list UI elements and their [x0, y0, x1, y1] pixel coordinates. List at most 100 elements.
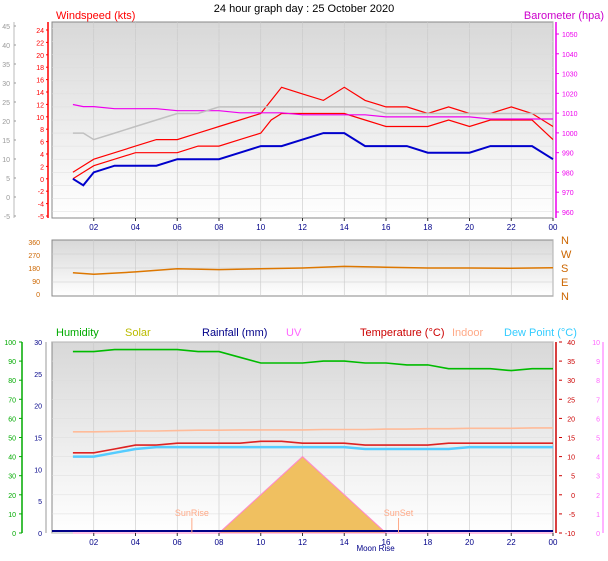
- wind-outer-axis-label-1: 0: [6, 195, 10, 202]
- temp-right-axis-label-8: 30: [567, 378, 575, 385]
- wind-outer-axis-label-9: 40: [2, 43, 10, 50]
- baro-right-axis-label-7: 1030: [562, 72, 578, 79]
- wind-left-axis-label-2: -2: [38, 189, 44, 196]
- temp-x-axis-label-20: 20: [465, 538, 474, 547]
- direction-left-axis-label-2: 180: [28, 266, 40, 273]
- temp-right-axis-label-0: -10: [565, 531, 575, 538]
- wind-left-axis-label-13: 20: [36, 53, 44, 60]
- sunset-label: SunSet: [384, 508, 414, 518]
- uv-axis-label-10: 10: [592, 340, 600, 347]
- uv-axis-label-7: 7: [596, 397, 600, 404]
- temp-inner-left-axis-label-4: 20: [34, 404, 42, 411]
- wind-left-axis-label-8: 10: [36, 115, 44, 122]
- wind-left-axis-label-9: 12: [36, 102, 44, 109]
- wind-left-axis-label-11: 16: [36, 78, 44, 85]
- direction-right-label-4: N: [561, 291, 569, 303]
- temp-right-axis-label-10: 40: [567, 340, 575, 347]
- humidity-axis-label-4: 40: [8, 455, 16, 462]
- wind-outer-axis-label-8: 35: [2, 62, 10, 69]
- baro-right-axis-label-2: 980: [562, 170, 574, 177]
- baro-right-axis-label-9: 1050: [562, 32, 578, 39]
- wind-x-axis-label-06: 06: [173, 223, 182, 232]
- wind-left-axis-label-3: 0: [40, 177, 44, 184]
- uv-axis-label-5: 5: [596, 436, 600, 443]
- direction-right-label-1: W: [561, 249, 572, 261]
- uv-axis-label-8: 8: [596, 378, 600, 385]
- temp-x-axis-label-16: 16: [382, 538, 391, 547]
- wind-left-axis-label-4: 2: [40, 164, 44, 171]
- baro-right-axis-label-4: 1000: [562, 131, 578, 138]
- wind-left-axis-label-1: -4: [38, 202, 44, 209]
- barometer-axis-label: Barometer (hpa): [524, 10, 604, 22]
- uv-axis-label-2: 2: [596, 493, 600, 500]
- temp-right-axis-label-9: 35: [567, 359, 575, 366]
- uv-axis-label-3: 3: [596, 474, 600, 481]
- temp-right-axis-label-5: 15: [567, 436, 575, 443]
- wind-outer-axis-label-10: 45: [2, 24, 10, 31]
- wind-left-axis-label-15: 24: [36, 28, 44, 35]
- uv-axis-label-0: 0: [596, 531, 600, 538]
- wind-x-axis-label-10: 10: [256, 223, 265, 232]
- humidity-axis-label-2: 20: [8, 493, 16, 500]
- temp-x-axis-label-04: 04: [131, 538, 140, 547]
- wind-left-axis-label-0: -5: [38, 214, 44, 221]
- temp-right-axis-label-1: -5: [569, 512, 575, 519]
- temp-x-axis-label-02: 02: [89, 538, 98, 547]
- temp-inner-left-axis-label-5: 25: [34, 372, 42, 379]
- uv-axis-label-1: 1: [596, 512, 600, 519]
- wind-x-axis-label-16: 16: [382, 223, 391, 232]
- temp-inner-left-axis-label-2: 10: [34, 467, 42, 474]
- series-solar-area: [72, 455, 553, 534]
- wind-x-axis-label-20: 20: [465, 223, 474, 232]
- direction-left-axis-label-4: 360: [28, 240, 40, 247]
- direction-right-label-0: N: [561, 235, 569, 247]
- direction-left-axis-label-1: 90: [32, 279, 40, 286]
- wind-x-axis-label-12: 12: [298, 223, 307, 232]
- temp-x-axis-label-18: 18: [423, 538, 432, 547]
- wind-outer-axis-label-5: 20: [2, 119, 10, 126]
- series-wind-trace: [72, 106, 553, 141]
- series-humidity: [72, 348, 553, 372]
- wind-left-axis-label-12: 18: [36, 65, 44, 72]
- baro-right-axis-label-1: 970: [562, 190, 574, 197]
- wind-x-axis-label-08: 08: [215, 223, 224, 232]
- wind-left-axis-label-6: 6: [40, 140, 44, 147]
- legend-1: Solar: [125, 327, 151, 339]
- humidity-axis-label-10: 100: [4, 340, 16, 347]
- legend-4: Temperature (°C): [360, 327, 444, 339]
- wind-x-axis-label-04: 04: [131, 223, 140, 232]
- humidity-axis-label-5: 50: [8, 436, 16, 443]
- series-windspeed: [72, 132, 554, 187]
- temp-x-axis-label-22: 22: [507, 538, 516, 547]
- temp-right-axis-label-2: 0: [571, 493, 575, 500]
- temp-right-axis-label-6: 20: [567, 416, 575, 423]
- sunrise-label: SunRise: [175, 508, 209, 518]
- temp-right-axis-label-4: 10: [567, 455, 575, 462]
- temp-x-axis-label-12: 12: [298, 538, 307, 547]
- wind-outer-axis-label-0: -5: [4, 214, 10, 221]
- wind-outer-axis-label-4: 15: [2, 138, 10, 145]
- wind-left-axis-label-5: 4: [40, 152, 44, 159]
- baro-right-axis-label-8: 1040: [562, 52, 578, 59]
- wind-left-axis-label-14: 22: [36, 40, 44, 47]
- direction-right-label-2: S: [561, 263, 568, 275]
- wind-outer-axis-label-2: 5: [6, 176, 10, 183]
- uv-axis-label-9: 9: [596, 359, 600, 366]
- baro-right-axis-label-3: 990: [562, 151, 574, 158]
- windspeed-axis-label: Windspeed (kts): [56, 10, 135, 22]
- humidity-axis-label-1: 10: [8, 512, 16, 519]
- direction-right-label-3: E: [561, 277, 568, 289]
- series-indoor: [72, 427, 553, 433]
- temp-x-axis-label-00: 00: [549, 538, 558, 547]
- humidity-axis-label-3: 30: [8, 474, 16, 481]
- series-gust: [72, 86, 554, 173]
- baro-right-axis-label-0: 960: [562, 210, 574, 217]
- temp-inner-left-axis-label-6: 30: [34, 340, 42, 347]
- legend-3: UV: [286, 327, 302, 339]
- temp-x-axis-label-14: 14: [340, 538, 349, 547]
- legend-0: Humidity: [56, 327, 99, 339]
- graph-title: 24 hour graph day : 25 October 2020: [214, 3, 394, 15]
- wind-left-axis-label-7: 8: [40, 127, 44, 134]
